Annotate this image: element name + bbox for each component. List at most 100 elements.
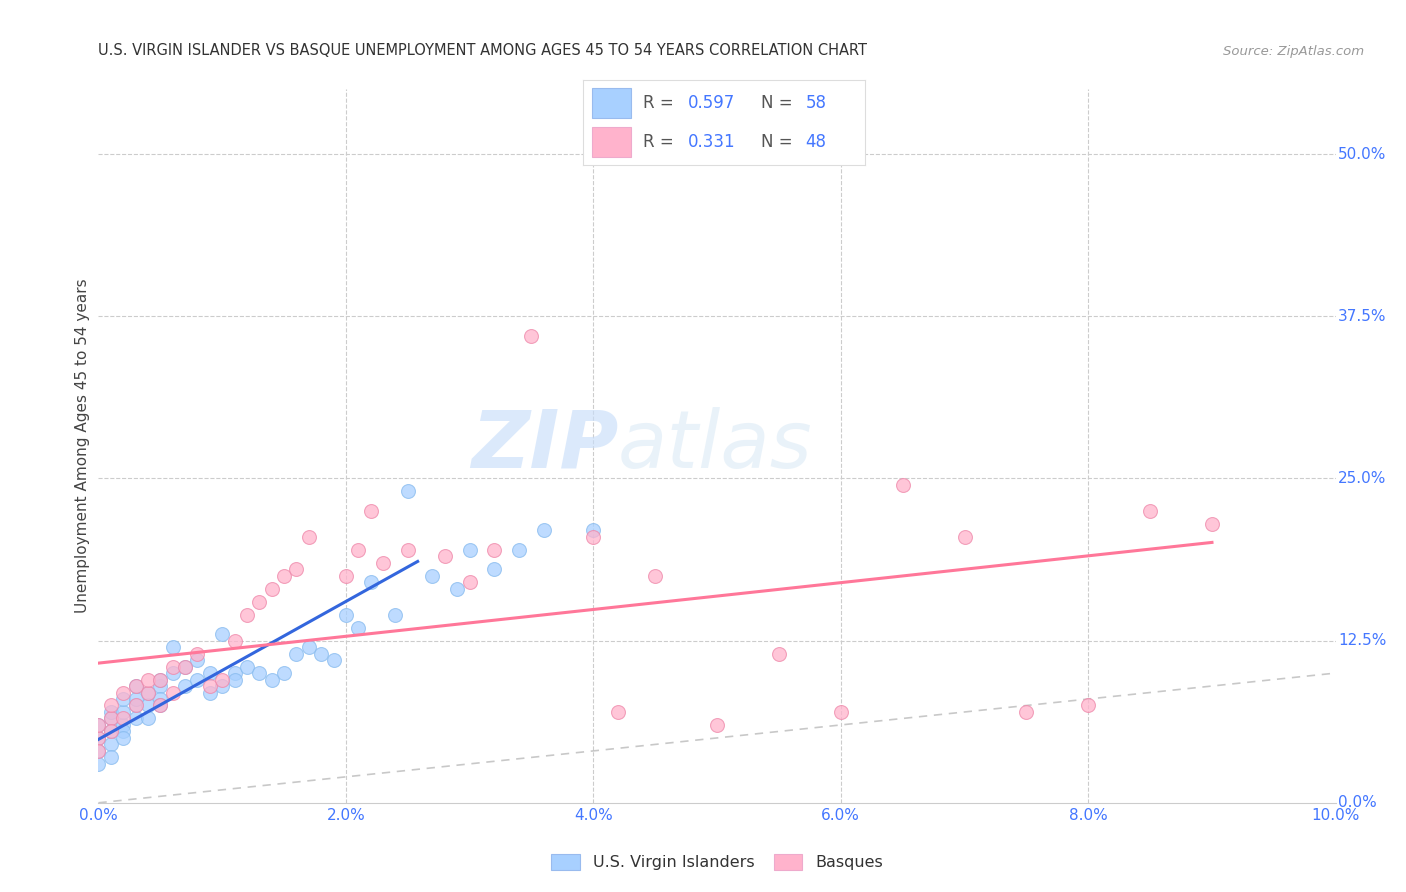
Point	[211, 673, 233, 687]
Point	[149, 673, 172, 687]
Point	[273, 568, 295, 582]
Point	[124, 679, 146, 693]
Point	[224, 633, 246, 648]
Point	[211, 679, 233, 693]
Point	[520, 328, 543, 343]
Point	[396, 484, 419, 499]
Point	[260, 673, 283, 687]
Point	[87, 731, 110, 745]
Point	[112, 731, 135, 745]
Point	[112, 724, 135, 739]
Point	[149, 698, 172, 713]
Point	[309, 647, 332, 661]
Point	[186, 653, 208, 667]
Point	[100, 711, 122, 725]
Point	[186, 673, 208, 687]
Text: Source: ZipAtlas.com: Source: ZipAtlas.com	[1223, 45, 1364, 58]
Point	[124, 698, 146, 713]
Text: N =: N =	[761, 133, 797, 151]
Point	[198, 685, 221, 699]
Point	[162, 640, 184, 654]
Point	[100, 750, 122, 764]
Point	[87, 756, 110, 771]
Point	[136, 711, 159, 725]
Point	[360, 504, 382, 518]
Point	[224, 673, 246, 687]
Text: N =: N =	[761, 95, 797, 112]
Point	[953, 530, 976, 544]
Point	[112, 692, 135, 706]
Text: 12.5%: 12.5%	[1339, 633, 1386, 648]
Point	[619, 147, 641, 161]
Point	[768, 647, 790, 661]
Point	[124, 679, 146, 693]
Text: 50.0%: 50.0%	[1339, 146, 1386, 161]
Point	[149, 692, 172, 706]
Point	[149, 673, 172, 687]
Point	[100, 698, 122, 713]
Point	[484, 542, 506, 557]
Point	[644, 568, 666, 582]
Point	[347, 542, 370, 557]
Text: ZIP: ZIP	[471, 407, 619, 485]
Point	[322, 653, 344, 667]
Point	[1139, 504, 1161, 518]
Text: 48: 48	[806, 133, 827, 151]
Point	[100, 724, 122, 739]
Point	[112, 705, 135, 719]
Point	[607, 705, 630, 719]
Point	[706, 718, 728, 732]
Point	[396, 542, 419, 557]
Point	[87, 744, 110, 758]
Point	[112, 718, 135, 732]
Point	[198, 666, 221, 681]
Point	[100, 724, 122, 739]
Point	[446, 582, 468, 596]
Text: atlas: atlas	[619, 407, 813, 485]
Point	[162, 659, 184, 673]
Text: 0.0%: 0.0%	[1339, 796, 1376, 810]
Point	[285, 647, 308, 661]
Point	[136, 673, 159, 687]
Point	[422, 568, 444, 582]
Point	[124, 711, 146, 725]
Point	[198, 679, 221, 693]
Point	[458, 542, 481, 557]
Point	[87, 744, 110, 758]
Point	[162, 666, 184, 681]
Text: R =: R =	[643, 133, 679, 151]
Point	[582, 524, 605, 538]
Point	[174, 679, 197, 693]
Point	[186, 647, 208, 661]
Point	[87, 731, 110, 745]
Point	[533, 524, 555, 538]
Point	[285, 562, 308, 576]
Point	[136, 698, 159, 713]
Point	[87, 718, 110, 732]
Point	[162, 685, 184, 699]
Text: 0.597: 0.597	[688, 95, 735, 112]
Point	[112, 685, 135, 699]
Text: 58: 58	[806, 95, 827, 112]
Point	[247, 666, 270, 681]
Point	[224, 666, 246, 681]
Point	[260, 582, 283, 596]
Point	[174, 659, 197, 673]
Point	[100, 705, 122, 719]
Point	[347, 621, 370, 635]
Point	[458, 575, 481, 590]
Point	[508, 542, 530, 557]
Point	[236, 607, 259, 622]
Point	[433, 549, 456, 564]
Legend: U.S. Virgin Islanders, Basques: U.S. Virgin Islanders, Basques	[546, 847, 889, 877]
Point	[830, 705, 852, 719]
Point	[149, 698, 172, 713]
Text: 37.5%: 37.5%	[1339, 309, 1386, 324]
Point	[298, 640, 321, 654]
Point	[87, 718, 110, 732]
Text: R =: R =	[643, 95, 679, 112]
Point	[100, 711, 122, 725]
Point	[136, 685, 159, 699]
Point	[149, 679, 172, 693]
Text: U.S. VIRGIN ISLANDER VS BASQUE UNEMPLOYMENT AMONG AGES 45 TO 54 YEARS CORRELATIO: U.S. VIRGIN ISLANDER VS BASQUE UNEMPLOYM…	[98, 43, 868, 58]
